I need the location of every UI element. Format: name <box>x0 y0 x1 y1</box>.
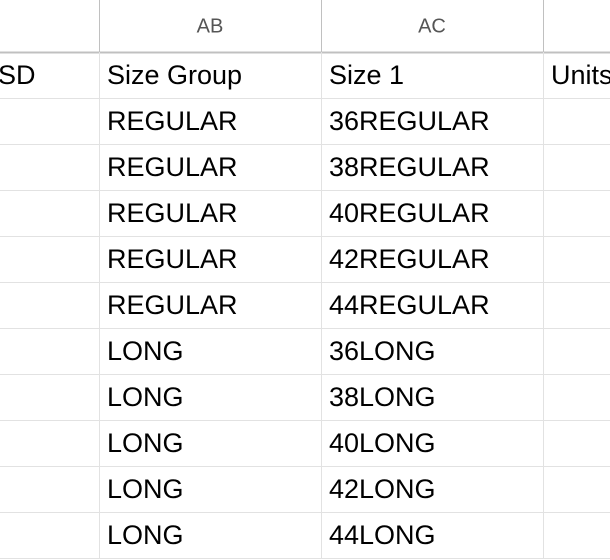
cell[interactable]: 42REGULAR <box>329 244 490 274</box>
cell[interactable]: LONG <box>107 520 184 550</box>
cell[interactable]: REGULAR <box>107 106 238 136</box>
cell[interactable]: REGULAR <box>107 244 238 274</box>
cell[interactable]: 42LONG <box>329 474 436 504</box>
cell[interactable]: 40LONG <box>329 428 436 458</box>
cell[interactable]: REGULAR <box>107 152 238 182</box>
cell[interactable]: REGULAR <box>107 198 238 228</box>
cell[interactable]: LONG <box>107 428 184 458</box>
cell[interactable]: 40REGULAR <box>329 198 490 228</box>
cell[interactable]: LONG <box>107 474 184 504</box>
column-header-bar <box>0 0 610 52</box>
header-cell[interactable]: Size Group <box>107 60 242 90</box>
header-cell[interactable]: Units <box>551 60 610 90</box>
cell[interactable]: LONG <box>107 382 184 412</box>
cell[interactable]: 36LONG <box>329 336 436 366</box>
cell[interactable]: 44LONG <box>329 520 436 550</box>
cell[interactable]: 36REGULAR <box>329 106 490 136</box>
column-letter[interactable]: AB <box>197 15 224 37</box>
cell[interactable]: 38REGULAR <box>329 152 490 182</box>
cell[interactable]: LONG <box>107 336 184 366</box>
header-cell[interactable]: Size 1 <box>329 60 404 90</box>
cell[interactable]: 44REGULAR <box>329 290 490 320</box>
cell[interactable]: 38LONG <box>329 382 436 412</box>
header-cell[interactable]: SD <box>0 60 36 90</box>
column-letter[interactable]: AC <box>418 15 446 37</box>
cell[interactable]: REGULAR <box>107 290 238 320</box>
